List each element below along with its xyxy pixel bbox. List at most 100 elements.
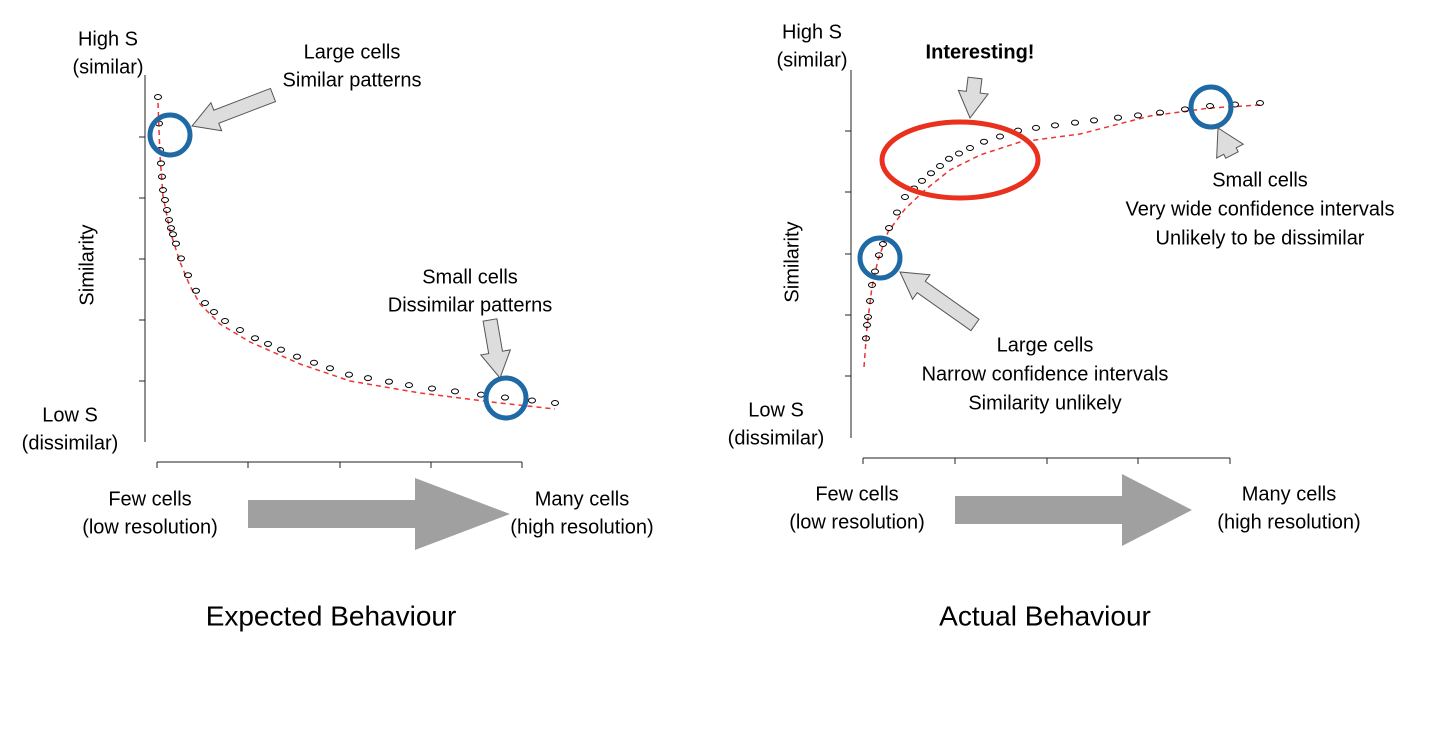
callout-arrow [479,318,512,379]
point [1181,106,1189,113]
y-bottom-label: Low S [42,404,98,426]
point [901,194,909,200]
callout-text: Large cells [997,334,1094,356]
point [1256,100,1264,106]
x-right-label: Many cells [535,488,629,510]
resolution-arrow [248,478,510,550]
point [293,353,301,360]
point [221,318,229,324]
highlight-label: Interesting! [926,41,1035,63]
point [1114,114,1122,121]
point [1051,122,1059,129]
point [451,388,459,395]
callout-text: Similarity unlikely [968,392,1121,414]
point [210,309,218,315]
panel-title: Expected Behaviour [206,600,457,631]
point [167,225,175,232]
point [501,394,509,401]
point [1156,109,1164,116]
point [980,138,988,145]
point [201,300,209,306]
highlight-circle [147,112,193,158]
point [927,170,935,177]
point [251,335,259,342]
point [364,375,372,382]
point [1071,119,1079,126]
point [310,359,318,366]
point [172,240,180,247]
point [885,225,893,232]
point [163,207,171,213]
highlight-ellipse [879,119,1041,201]
y-top-label: High S [78,28,138,50]
callout-text: Similar patterns [283,69,422,91]
x-left-label: Few cells [108,488,191,510]
point [165,217,173,223]
point [936,163,944,169]
callout-arrow [191,87,277,132]
y-top-label: (similar) [72,56,143,78]
callout-text: Very wide confidence intervals [1125,198,1394,220]
callout-text: Large cells [304,41,401,63]
point [866,298,874,304]
trend-line [157,102,556,410]
point [385,378,393,385]
point [169,231,177,238]
point [477,391,485,398]
callout-arrow [957,76,990,119]
point [918,177,926,184]
point [864,314,872,320]
resolution-arrow [955,474,1192,546]
callout-arrow [1216,127,1245,159]
layer [139,70,1264,550]
y-bottom-label: (dissimilar) [22,432,119,454]
point [428,385,436,392]
point [1206,103,1214,109]
highlight-circle [1188,84,1234,130]
highlight-circle [857,235,903,281]
x-left-label: (low resolution) [789,511,925,533]
callout-text: Dissimilar patterns [388,294,552,316]
point [945,155,953,162]
point [966,145,974,151]
point [996,133,1004,140]
point [863,322,871,328]
point [159,187,167,193]
panel-title: Actual Behaviour [939,600,1151,631]
point [405,382,413,389]
callout-arrow [899,271,980,332]
point [177,255,185,262]
callout-text: Small cells [1212,169,1308,191]
point [1090,117,1098,124]
y-top-label: High S [782,21,842,43]
callout-text: Small cells [422,266,518,288]
point [157,160,165,167]
point [1134,112,1142,119]
y-top-label: (similar) [776,49,847,71]
callout-text: Narrow confidence intervals [922,363,1169,385]
point [277,346,285,353]
point [893,209,901,216]
point [161,197,169,203]
point [871,268,879,275]
point [551,400,559,406]
point [1032,124,1040,131]
x-right-label: Many cells [1242,483,1336,505]
callout-text: Unlikely to be dissimilar [1156,227,1365,249]
x-right-label: (high resolution) [1217,511,1360,533]
point [875,252,883,259]
point [154,94,162,100]
point [184,272,192,279]
point [264,340,272,347]
point [955,150,963,157]
highlight-circle [483,375,529,421]
point [528,397,536,404]
y-axis-label: Similarity [781,221,803,302]
point [345,371,353,378]
point [192,287,200,294]
y-bottom-label: (dissimilar) [728,427,825,449]
x-right-label: (high resolution) [510,516,653,538]
x-left-label: Few cells [815,483,898,505]
y-axis-label: Similarity [76,224,98,305]
